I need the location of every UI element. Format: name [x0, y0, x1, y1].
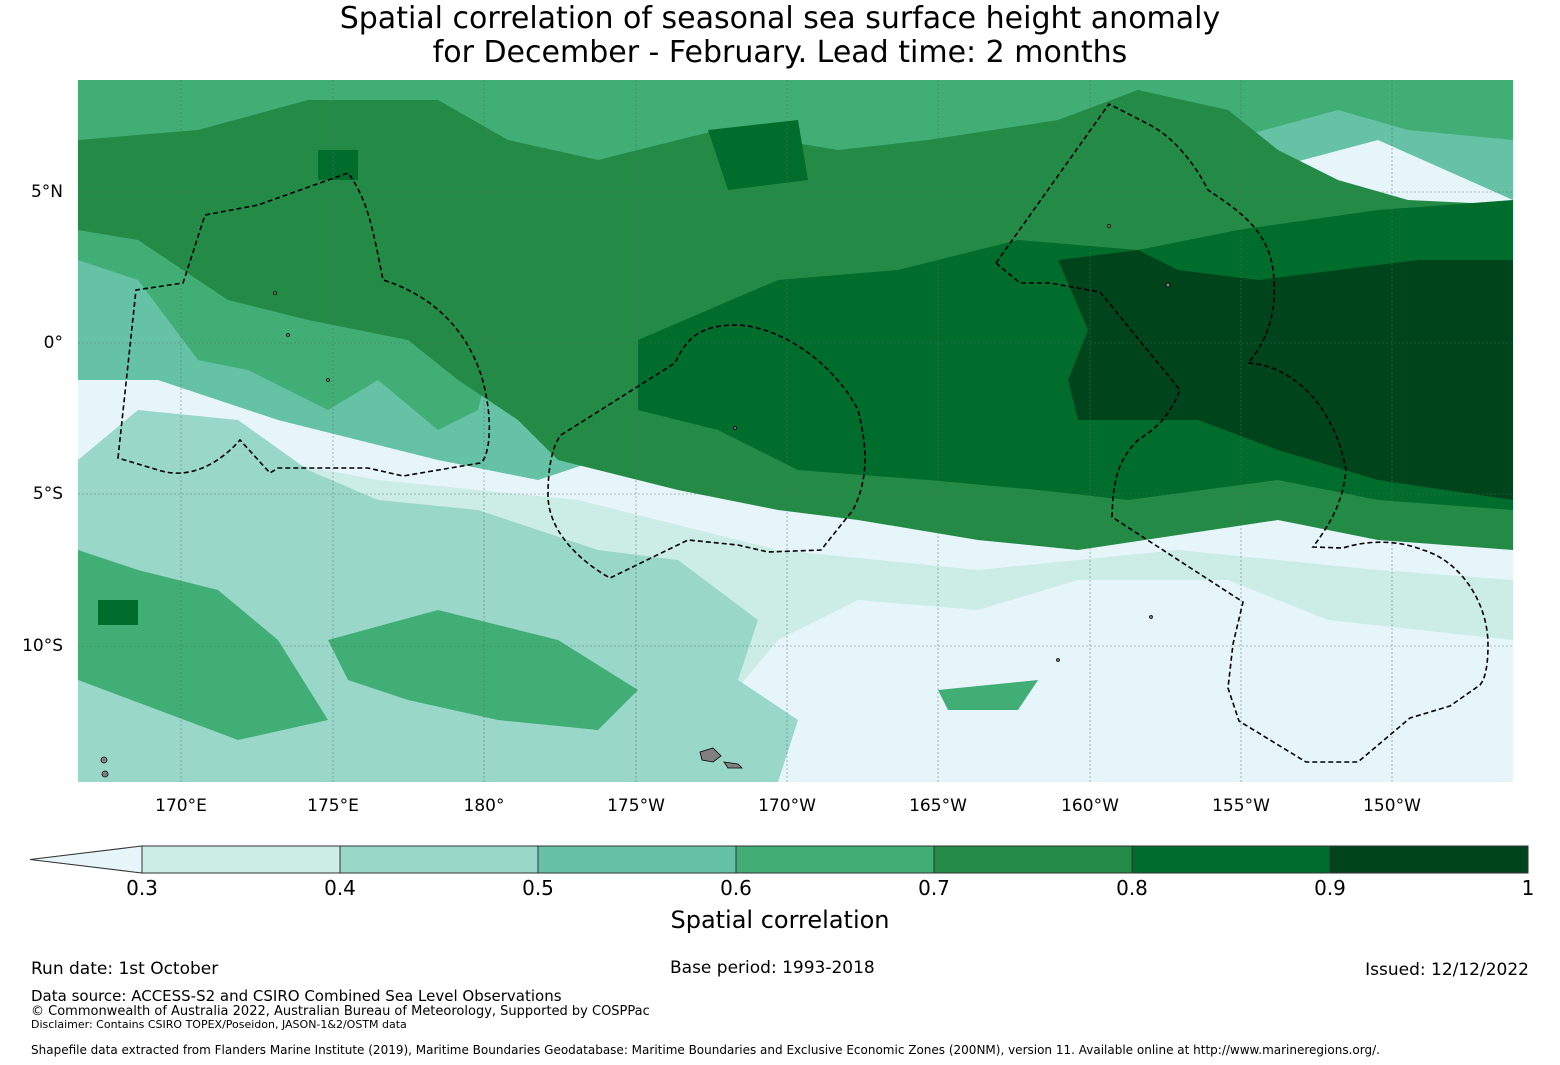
- eez-boundaries: [117, 102, 1489, 763]
- lon-label-165W: 165°W: [909, 796, 967, 816]
- issued-date: Issued: 12/12/2022: [1365, 960, 1529, 980]
- colorbar-tick-0-6: 0.6: [720, 876, 752, 900]
- run-date: Run date: 1st October: [31, 959, 219, 979]
- shapefile-credit: Shapefile data extracted from Flanders M…: [31, 1043, 1380, 1057]
- colorbar-label: Spatial correlation: [670, 906, 890, 934]
- island-samoa-savaii: [699, 747, 722, 763]
- colorbar-tick-0-9: 0.9: [1314, 876, 1346, 900]
- lon-label-180: 180°: [463, 796, 505, 816]
- lat-label-5S: 5°S: [32, 484, 63, 504]
- island-south-1: [1056, 658, 1060, 662]
- colorbar-segment-2: [537, 845, 737, 874]
- lon-label-170E: 170°E: [155, 796, 207, 816]
- colorbar-segment-1: [339, 845, 539, 874]
- colorbar-segment-3: [735, 845, 935, 874]
- lat-label-0: 0°: [43, 333, 63, 353]
- field-band-0-9-1-0: [1058, 250, 1513, 500]
- eez-boundary-kiribati-line: [994, 102, 1489, 763]
- field-band-0-6-0-7-south-mid: [328, 610, 638, 730]
- base-period: Base period: 1993-2018: [670, 958, 875, 978]
- lon-label-155W: 155°W: [1212, 796, 1270, 816]
- colorbar-segment-0: [141, 845, 341, 874]
- field-band-0-8-0-9-small: [318, 150, 358, 180]
- island-tuvalu-2: [101, 770, 109, 778]
- eez-boundary-tokelau: [547, 324, 866, 579]
- island-gilbert-1: [273, 291, 277, 295]
- title-line-2: for December - February. Lead time: 2 mo…: [432, 35, 1128, 70]
- data-source: Data source: ACCESS-S2 and CSIRO Combine…: [31, 987, 562, 1005]
- land-islands: [100, 224, 1171, 778]
- island-tuvalu-1: [100, 756, 108, 764]
- colorbar-segment-4: [933, 845, 1133, 874]
- lon-label-160W: 160°W: [1061, 796, 1119, 816]
- colorbar-tick-0-4: 0.4: [324, 876, 356, 900]
- colorbar-tick-0-7: 0.7: [918, 876, 950, 900]
- island-gilbert-2: [286, 333, 290, 337]
- copyright-notice: © Commonwealth of Australia 2022, Austra…: [31, 1004, 650, 1019]
- map-gridlines: [78, 80, 1513, 782]
- lon-label-170W: 170°W: [758, 796, 816, 816]
- colorbar-tick-0-5: 0.5: [522, 876, 554, 900]
- lat-label-5N: 5°N: [30, 182, 63, 202]
- island-samoa-upolu: [723, 761, 743, 769]
- colorbar-segments: [141, 845, 1529, 874]
- colorbar-tick-0-8: 0.8: [1116, 876, 1148, 900]
- colorbar-extend-arrow: [30, 845, 143, 874]
- colorbar-segment-5: [1131, 845, 1331, 874]
- lon-label-175W: 175°W: [607, 796, 665, 816]
- lat-label-10S: 10°S: [22, 636, 63, 656]
- colorbar: [30, 845, 1529, 874]
- title-line-1: Spatial correlation of seasonal sea surf…: [339, 1, 1221, 36]
- map-plot-area: [78, 80, 1513, 782]
- lon-label-175E: 175°E: [307, 796, 359, 816]
- disclaimer: Disclaimer: Contains CSIRO TOPEX/Poseido…: [31, 1018, 407, 1031]
- field-band-0-6-0-7-south-west: [78, 550, 328, 740]
- field-band-0-8-0-9-north: [708, 120, 808, 190]
- colorbar-tick-0-3: 0.3: [126, 876, 158, 900]
- island-line-1: [1107, 224, 1111, 228]
- field-band-0-6-0-7-south-east: [938, 680, 1038, 710]
- island-tokelau: [733, 426, 737, 430]
- colorbar-tick-1: 1: [1521, 876, 1535, 900]
- lon-label-150W: 150°W: [1363, 796, 1421, 816]
- field-band-0-8-0-9-sw: [98, 600, 138, 625]
- colorbar-segment-6: [1329, 845, 1529, 874]
- correlation-map: [78, 80, 1513, 782]
- chart-title: Spatial correlation of seasonal sea surf…: [0, 2, 1560, 70]
- eez-boundary-kiribati-gilbert: [117, 172, 491, 477]
- island-south-line: [1149, 615, 1153, 619]
- island-gilbert-3: [326, 378, 330, 382]
- island-kiritimati: [1165, 282, 1171, 288]
